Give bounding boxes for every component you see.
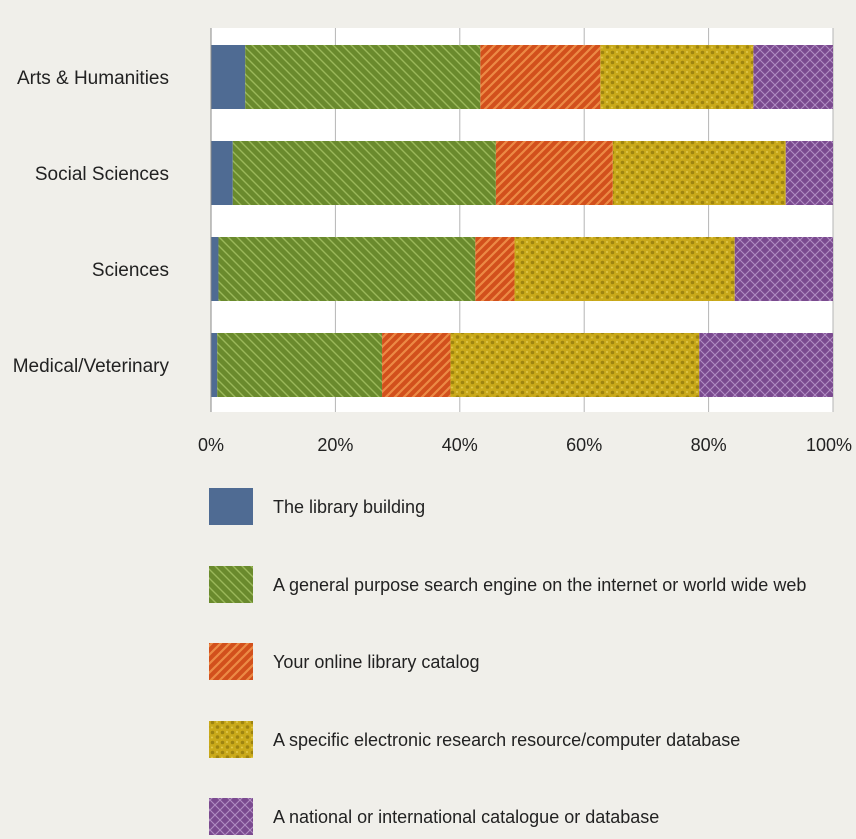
x-tick-label: 20% xyxy=(317,435,353,455)
bar-segment xyxy=(211,237,219,301)
bar-segment xyxy=(211,333,218,397)
legend-swatch xyxy=(209,721,253,758)
x-tick-label: 0% xyxy=(198,435,224,455)
bar-segment xyxy=(480,45,601,109)
category-label: Medical/Veterinary xyxy=(13,356,170,377)
category-labels: Arts & Humanities Social Sciences Sciences… xyxy=(13,68,170,377)
x-tick-label: 80% xyxy=(691,435,727,455)
bar-segment xyxy=(232,141,496,205)
bar-segment xyxy=(612,141,786,205)
x-tick-label: 100% xyxy=(806,435,852,455)
legend-swatch xyxy=(209,643,253,680)
category-label: Arts & Humanities xyxy=(17,68,169,89)
category-label: Sciences xyxy=(92,260,169,281)
legend-swatch xyxy=(209,798,253,835)
bar-segment xyxy=(245,45,481,109)
legend-swatch xyxy=(209,566,253,603)
bar-segment xyxy=(753,45,833,109)
legend-label: The library building xyxy=(273,497,425,517)
bars xyxy=(211,45,833,397)
bar-segment xyxy=(217,333,383,397)
bar-segment xyxy=(218,237,476,301)
legend-label: A specific electronic research resource/… xyxy=(273,730,740,750)
x-tick-label: 40% xyxy=(442,435,478,455)
legend-swatch xyxy=(209,488,253,525)
bar-segment xyxy=(450,333,700,397)
bar-segment xyxy=(514,237,735,301)
legend-label: A general purpose search engine on the i… xyxy=(273,575,806,595)
category-label: Social Sciences xyxy=(35,164,169,185)
bar-segment xyxy=(785,141,833,205)
legend: The library building A general purpose se… xyxy=(209,488,806,835)
bar-segment xyxy=(699,333,833,397)
x-tick-label: 60% xyxy=(566,435,602,455)
bar-segment xyxy=(734,237,833,301)
bar-segment xyxy=(475,237,515,301)
bar-segment xyxy=(211,45,246,109)
x-tick-labels: 0% 20% 40% 60% 80% 100% xyxy=(198,435,852,455)
bar-segment xyxy=(600,45,754,109)
bar-segment xyxy=(495,141,613,205)
legend-label: Your online library catalog xyxy=(273,652,479,672)
bar-segment xyxy=(211,141,233,205)
bar-segment xyxy=(382,333,451,397)
legend-label: A national or international catalogue or… xyxy=(273,807,659,827)
